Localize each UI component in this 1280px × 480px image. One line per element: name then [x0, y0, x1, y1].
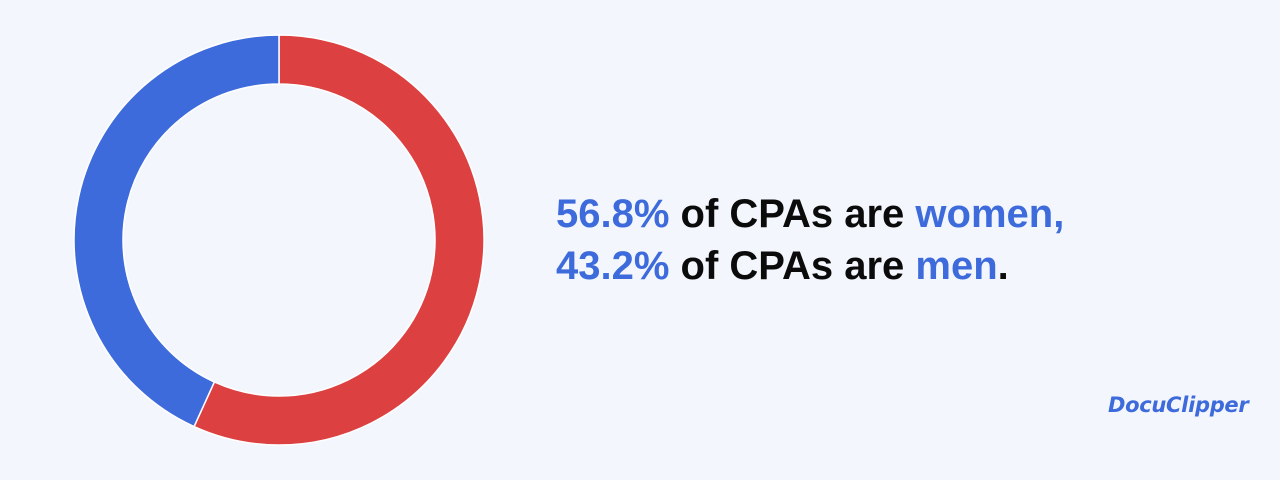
headline-line-men: 43.2% of CPAs are men.	[556, 240, 1064, 292]
headline-text: of CPAs are	[669, 244, 916, 288]
headline-line-women: 56.8% of CPAs are women,	[556, 188, 1064, 240]
headline: 56.8% of CPAs are women, 43.2% of CPAs a…	[556, 188, 1064, 292]
men-percent: 43.2%	[556, 244, 670, 288]
headline-text: of CPAs are	[669, 192, 916, 236]
donut-slice-women	[193, 34, 485, 446]
men-label: men	[915, 244, 998, 288]
donut-chart	[73, 34, 485, 446]
women-label: women,	[915, 192, 1065, 236]
docuclipper-logo: DocuClipper	[1108, 393, 1249, 417]
donut-slice-men	[73, 34, 280, 428]
women-percent: 56.8%	[556, 192, 670, 236]
headline-period: .	[997, 244, 1009, 288]
